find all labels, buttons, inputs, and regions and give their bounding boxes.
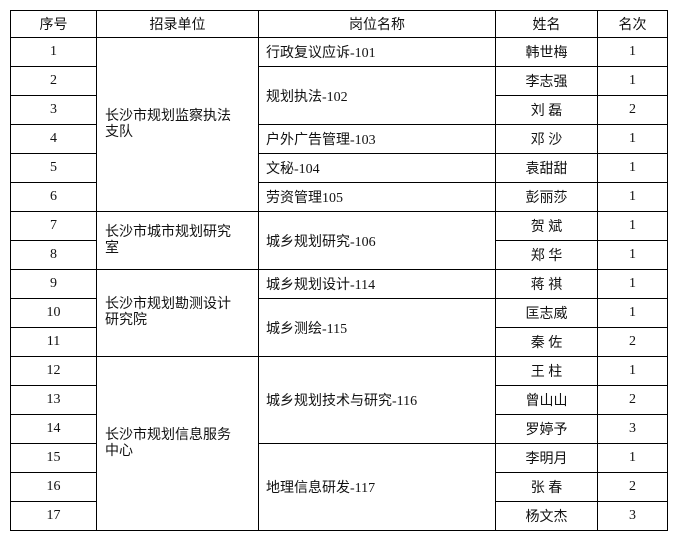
header-cell: 姓名	[495, 10, 598, 38]
seq-cell: 14	[10, 414, 97, 444]
table-row: 10 城乡测绘-115 匡志威 1	[10, 298, 668, 357]
position-cell: 城乡规划技术与研究-116	[258, 356, 496, 444]
header-cell: 序号	[10, 10, 97, 38]
rank-cell: 2	[597, 472, 668, 502]
results-table: 序号 招录单位 岗位名称 姓名 名次 1 长沙市规划监察执法支队 行政复议应诉-101 韩世梅…	[10, 10, 668, 531]
unit-cell: 长沙市城市规划研究室	[96, 211, 259, 270]
seq-cell: 2	[10, 66, 97, 96]
rank-cell: 1	[597, 153, 668, 183]
table-body: 1 长沙市规划监察执法支队 行政复议应诉-101 韩世梅 1 2 规划执法-102 李志强 1 3…	[10, 37, 668, 531]
table-row: 6 劳资管理105 彭丽莎 1	[10, 182, 668, 212]
seq-cell: 17	[10, 501, 97, 531]
rank-cell: 1	[597, 298, 668, 328]
table-row: 14 罗婷予 3	[10, 414, 668, 444]
position-cell: 劳资管理105	[258, 182, 496, 212]
seq-cell: 8	[10, 240, 97, 270]
unit-cell: 长沙市规划监察执法支队	[96, 37, 259, 212]
table-row: 15 地理信息研发-117 李明月 1	[10, 443, 668, 531]
seq-cell: 13	[10, 385, 97, 415]
header-cell: 名次	[597, 10, 668, 38]
header-cell: 岗位名称	[258, 10, 496, 38]
seq-cell: 7	[10, 211, 97, 241]
seq-cell: 4	[10, 124, 97, 154]
seq-cell: 15	[10, 443, 97, 473]
rank-cell: 3	[597, 501, 668, 531]
position-cell: 城乡规划研究-106	[258, 211, 496, 270]
position-cell: 户外广告管理-103	[258, 124, 496, 154]
table-row: 17 杨文杰 3	[10, 501, 668, 531]
rank-cell: 1	[597, 124, 668, 154]
unit-cell: 长沙市规划勘测设计研究院	[96, 269, 259, 357]
seq-cell: 1	[10, 37, 97, 67]
seq-cell: 3	[10, 95, 97, 125]
name-cell: 张 春	[495, 472, 598, 502]
position-cell: 规划执法-102	[258, 66, 496, 125]
name-cell: 郑 华	[495, 240, 598, 270]
rank-cell: 1	[597, 66, 668, 96]
rank-cell: 2	[597, 95, 668, 125]
rank-cell: 1	[597, 182, 668, 212]
seq-cell: 6	[10, 182, 97, 212]
name-cell: 彭丽莎	[495, 182, 598, 212]
seq-cell: 5	[10, 153, 97, 183]
table-row: 5 文秘-104 袁甜甜 1	[10, 153, 668, 183]
rank-cell: 1	[597, 443, 668, 473]
table-row: 1 长沙市规划监察执法支队 行政复议应诉-101 韩世梅 1	[10, 37, 668, 212]
name-cell: 秦 佐	[495, 327, 598, 357]
rank-cell: 1	[597, 269, 668, 299]
position-cell: 文秘-104	[258, 153, 496, 183]
name-cell: 李明月	[495, 443, 598, 473]
name-cell: 杨文杰	[495, 501, 598, 531]
rank-cell: 2	[597, 385, 668, 415]
unit-cell: 长沙市规划信息服务中心	[96, 356, 259, 531]
seq-cell: 9	[10, 269, 97, 299]
seq-cell: 16	[10, 472, 97, 502]
header-cell: 招录单位	[96, 10, 259, 38]
rank-cell: 1	[597, 211, 668, 241]
name-cell: 韩世梅	[495, 37, 598, 67]
name-cell: 蒋 祺	[495, 269, 598, 299]
rank-cell: 2	[597, 327, 668, 357]
position-cell: 地理信息研发-117	[258, 443, 496, 531]
position-cell: 行政复议应诉-101	[258, 37, 496, 67]
rank-cell: 1	[597, 356, 668, 386]
name-cell: 曾山山	[495, 385, 598, 415]
name-cell: 李志强	[495, 66, 598, 96]
rank-cell: 1	[597, 37, 668, 67]
position-cell: 城乡测绘-115	[258, 298, 496, 357]
name-cell: 袁甜甜	[495, 153, 598, 183]
name-cell: 王 柱	[495, 356, 598, 386]
header-row: 序号 招录单位 岗位名称 姓名 名次	[10, 10, 668, 38]
name-cell: 刘 磊	[495, 95, 598, 125]
position-cell: 城乡规划设计-114	[258, 269, 496, 299]
seq-cell: 12	[10, 356, 97, 386]
name-cell: 匡志威	[495, 298, 598, 328]
seq-cell: 10	[10, 298, 97, 328]
rank-cell: 1	[597, 240, 668, 270]
name-cell: 贺 斌	[495, 211, 598, 241]
table-row: 13 曾山山 2	[10, 385, 668, 415]
seq-cell: 11	[10, 327, 97, 357]
rank-cell: 3	[597, 414, 668, 444]
name-cell: 罗婷予	[495, 414, 598, 444]
name-cell: 邓 沙	[495, 124, 598, 154]
